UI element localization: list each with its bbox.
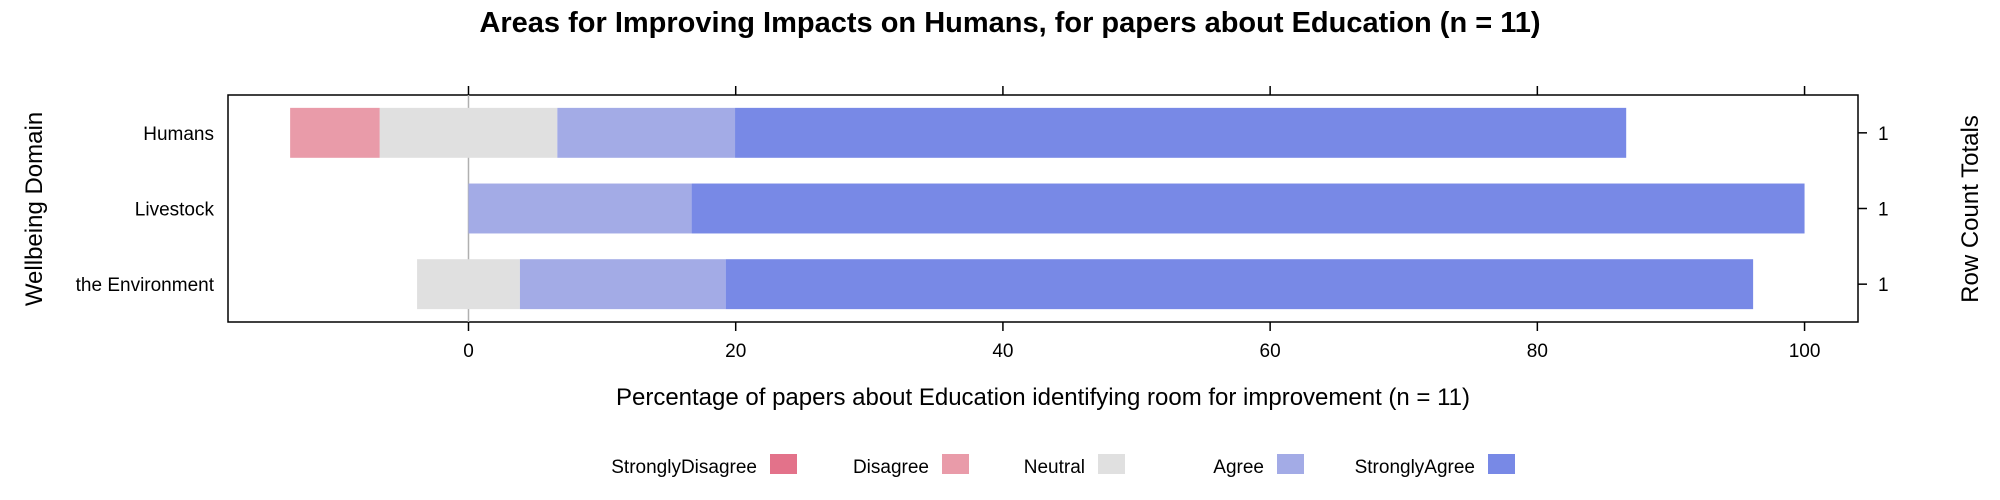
row-total-label: 1 bbox=[1878, 200, 1889, 221]
legend-label-neutral: Neutral bbox=[1024, 457, 1085, 478]
x-tick-label: 100 bbox=[1789, 341, 1821, 362]
legend-swatch-neutral bbox=[1098, 454, 1125, 474]
bar-humans-neutral bbox=[379, 107, 558, 158]
category-label: Humans bbox=[143, 124, 214, 145]
legend-label-stronglyagree: StronglyAgree bbox=[1355, 457, 1475, 478]
bar-livestock-stronglyagree bbox=[691, 183, 1805, 234]
x-tick-label: 40 bbox=[992, 341, 1013, 362]
legend-swatch-stronglyagree bbox=[1488, 454, 1515, 474]
legend: StronglyDisagree Disagree Neutral Agree Stro… bbox=[611, 454, 1515, 478]
x-axis-label: Percentage of papers about Education ide… bbox=[616, 384, 1470, 411]
row-total-label: 1 bbox=[1878, 275, 1889, 296]
category-label: the Environment bbox=[76, 275, 215, 296]
bar-the-environment-stronglyagree bbox=[725, 259, 1754, 310]
legend-swatch-stronglydisagree bbox=[770, 454, 797, 474]
bar-the-environment-agree bbox=[519, 259, 726, 310]
legend-label-agree: Agree bbox=[1213, 457, 1264, 478]
x-tick-label: 0 bbox=[463, 341, 474, 362]
right-axis-label: Row Count Totals bbox=[1957, 115, 1984, 303]
y-axis-label: Wellbeing Domain bbox=[21, 112, 48, 306]
category-label: Livestock bbox=[135, 200, 215, 221]
bar-humans-agree bbox=[557, 107, 736, 158]
bar-humans-disagree bbox=[290, 107, 380, 158]
legend-swatch-disagree bbox=[942, 454, 969, 474]
legend-swatch-agree bbox=[1277, 454, 1304, 474]
row-total-label: 1 bbox=[1878, 124, 1889, 145]
bar-livestock-agree bbox=[468, 183, 692, 234]
chart-title: Areas for Improving Impacts on Humans, f… bbox=[479, 7, 1540, 39]
legend-label-disagree: Disagree bbox=[853, 457, 929, 478]
x-tick-label: 60 bbox=[1260, 341, 1281, 362]
bar-humans-stronglyagree bbox=[735, 107, 1627, 158]
x-tick-label: 80 bbox=[1527, 341, 1548, 362]
x-tick-label: 20 bbox=[725, 341, 746, 362]
legend-label-stronglydisagree: StronglyDisagree bbox=[611, 457, 757, 478]
bar-the-environment-neutral bbox=[417, 259, 520, 310]
